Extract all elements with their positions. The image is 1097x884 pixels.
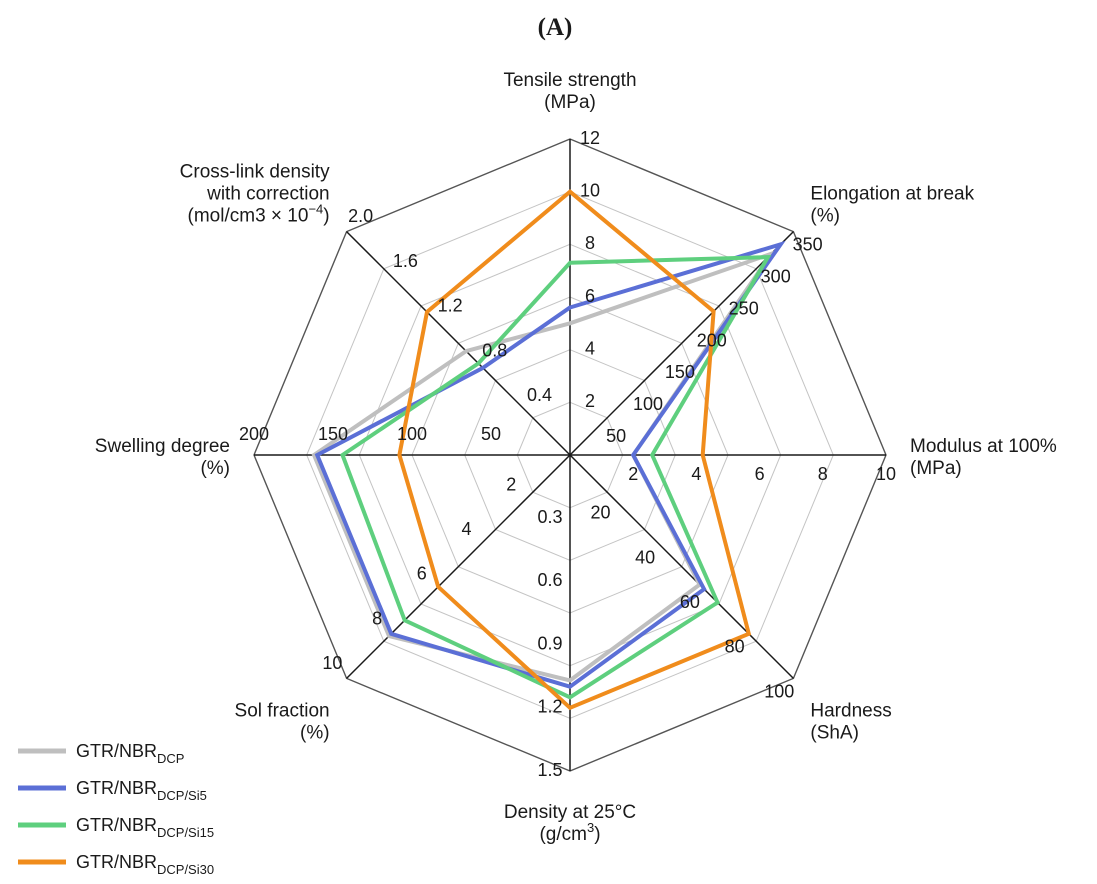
axis-line-elongation <box>569 231 794 456</box>
axis-labels: Tensile strength(MPa)Elongation at break… <box>95 70 1057 845</box>
axis-title-line: Swelling degree <box>95 436 230 457</box>
legend-label: GTR/NBRDCP <box>76 741 184 766</box>
tick-label-crosslink: 2.0 <box>348 206 373 226</box>
tick-label-crosslink: 0.4 <box>527 385 552 405</box>
tick-label-hardness: 60 <box>680 592 700 612</box>
tick-label-tensile: 8 <box>585 233 595 253</box>
tick-label-hardness: 100 <box>764 681 794 701</box>
axis-title-line: (MPa) <box>544 92 596 113</box>
legend-entry: GTR/NBRDCP/Si5 <box>18 778 207 803</box>
axis-title-line: (%) <box>300 722 330 743</box>
tick-label-swelling: 200 <box>239 424 269 444</box>
tick-label-crosslink: 1.2 <box>438 296 463 316</box>
axis-title-line: Sol fraction <box>235 700 330 721</box>
axis-line-crosslink <box>346 231 571 456</box>
tick-label-density: 1.5 <box>537 760 562 780</box>
tick-label-elongation: 100 <box>633 394 663 414</box>
tick-label-swelling: 150 <box>318 424 348 444</box>
series-line-gtr-nbr-dcp-si30 <box>397 189 752 711</box>
tick-label-sol-fraction: 2 <box>506 474 516 494</box>
legend-entry: GTR/NBRDCP/Si30 <box>18 852 214 877</box>
axis-title-line: Cross-link density <box>180 162 330 183</box>
tick-label-modulus: 4 <box>691 464 701 484</box>
tick-label-tensile: 2 <box>585 391 595 411</box>
axis-title-line: Modulus at 100% <box>910 436 1057 457</box>
tick-label-elongation: 200 <box>697 330 727 350</box>
axis-title-tensile: Tensile strength(MPa) <box>503 70 636 113</box>
tick-label-sol-fraction: 6 <box>417 564 427 584</box>
tick-label-sol-fraction: 4 <box>461 519 471 539</box>
tick-label-swelling: 50 <box>481 424 501 444</box>
axis-title-modulus: Modulus at 100%(MPa) <box>910 436 1057 479</box>
legend-label: GTR/NBRDCP/Si5 <box>76 778 207 803</box>
tick-label-tensile: 12 <box>580 128 600 148</box>
legend-entry: GTR/NBRDCP <box>18 741 184 766</box>
tick-label-tensile: 6 <box>585 286 595 306</box>
tick-label-modulus: 10 <box>876 464 896 484</box>
axis-title-line: (mol/cm3 × 10−4) <box>188 202 330 227</box>
axis-title-line: Tensile strength <box>503 70 636 91</box>
tick-label-tensile: 10 <box>580 180 600 200</box>
legend-entry: GTR/NBRDCP/Si15 <box>18 815 214 840</box>
tick-label-sol-fraction: 8 <box>372 608 382 628</box>
tick-label-elongation: 50 <box>606 426 626 446</box>
axis-title-line: Elongation at break <box>810 184 974 205</box>
axis-title-line: Hardness <box>810 700 891 721</box>
radar-axes <box>254 139 886 771</box>
axis-title-line: (%) <box>200 458 230 479</box>
axis-title-sol-fraction: Sol fraction(%) <box>235 700 330 743</box>
radar-series <box>311 189 786 711</box>
axis-line-hardness <box>569 454 794 679</box>
tick-label-hardness: 40 <box>635 547 655 567</box>
tick-label-elongation: 350 <box>793 234 823 254</box>
tick-label-modulus: 6 <box>755 464 765 484</box>
tick-label-density: 0.9 <box>537 633 562 653</box>
axis-title-line: (MPa) <box>910 458 962 479</box>
tick-label-crosslink: 1.6 <box>393 251 418 271</box>
legend-label: GTR/NBRDCP/Si15 <box>76 815 214 840</box>
axis-title-swelling: Swelling degree(%) <box>95 436 230 479</box>
tick-label-swelling: 100 <box>397 424 427 444</box>
tick-label-hardness: 80 <box>725 637 745 657</box>
tick-label-sol-fraction: 10 <box>322 653 342 673</box>
axis-title-elongation: Elongation at break(%) <box>810 184 974 227</box>
tick-label-density: 1.2 <box>537 697 562 717</box>
axis-title-line: (ShA) <box>810 722 859 743</box>
tick-label-tensile: 4 <box>585 338 595 358</box>
tick-label-density: 0.3 <box>537 507 562 527</box>
axis-title-density: Density at 25°C(g/cm3) <box>504 802 636 845</box>
tick-label-hardness: 20 <box>590 503 610 523</box>
series-line-gtr-nbr-dcp-si15 <box>340 254 772 700</box>
axis-title-hardness: Hardness(ShA) <box>810 700 891 743</box>
tick-label-density: 0.6 <box>537 570 562 590</box>
tick-label-elongation: 250 <box>729 298 759 318</box>
axis-title-line: (g/cm3) <box>539 820 600 845</box>
axis-title-line: (%) <box>810 206 840 227</box>
tick-label-elongation: 150 <box>665 362 695 382</box>
axis-title-line: Density at 25°C <box>504 802 636 823</box>
legend: GTR/NBRDCP GTR/NBRDCP/Si5 GTR/NBRDCP/Si15 G… <box>18 741 214 877</box>
panel-label: (A) <box>538 14 573 41</box>
tick-label-elongation: 300 <box>761 266 791 286</box>
axis-line-sol-fraction <box>346 454 571 679</box>
tick-label-crosslink: 0.8 <box>482 340 507 360</box>
legend-label: GTR/NBRDCP/Si30 <box>76 852 214 877</box>
tick-label-modulus: 2 <box>628 464 638 484</box>
axis-title-line: with correction <box>206 184 330 205</box>
tick-label-modulus: 8 <box>818 464 828 484</box>
